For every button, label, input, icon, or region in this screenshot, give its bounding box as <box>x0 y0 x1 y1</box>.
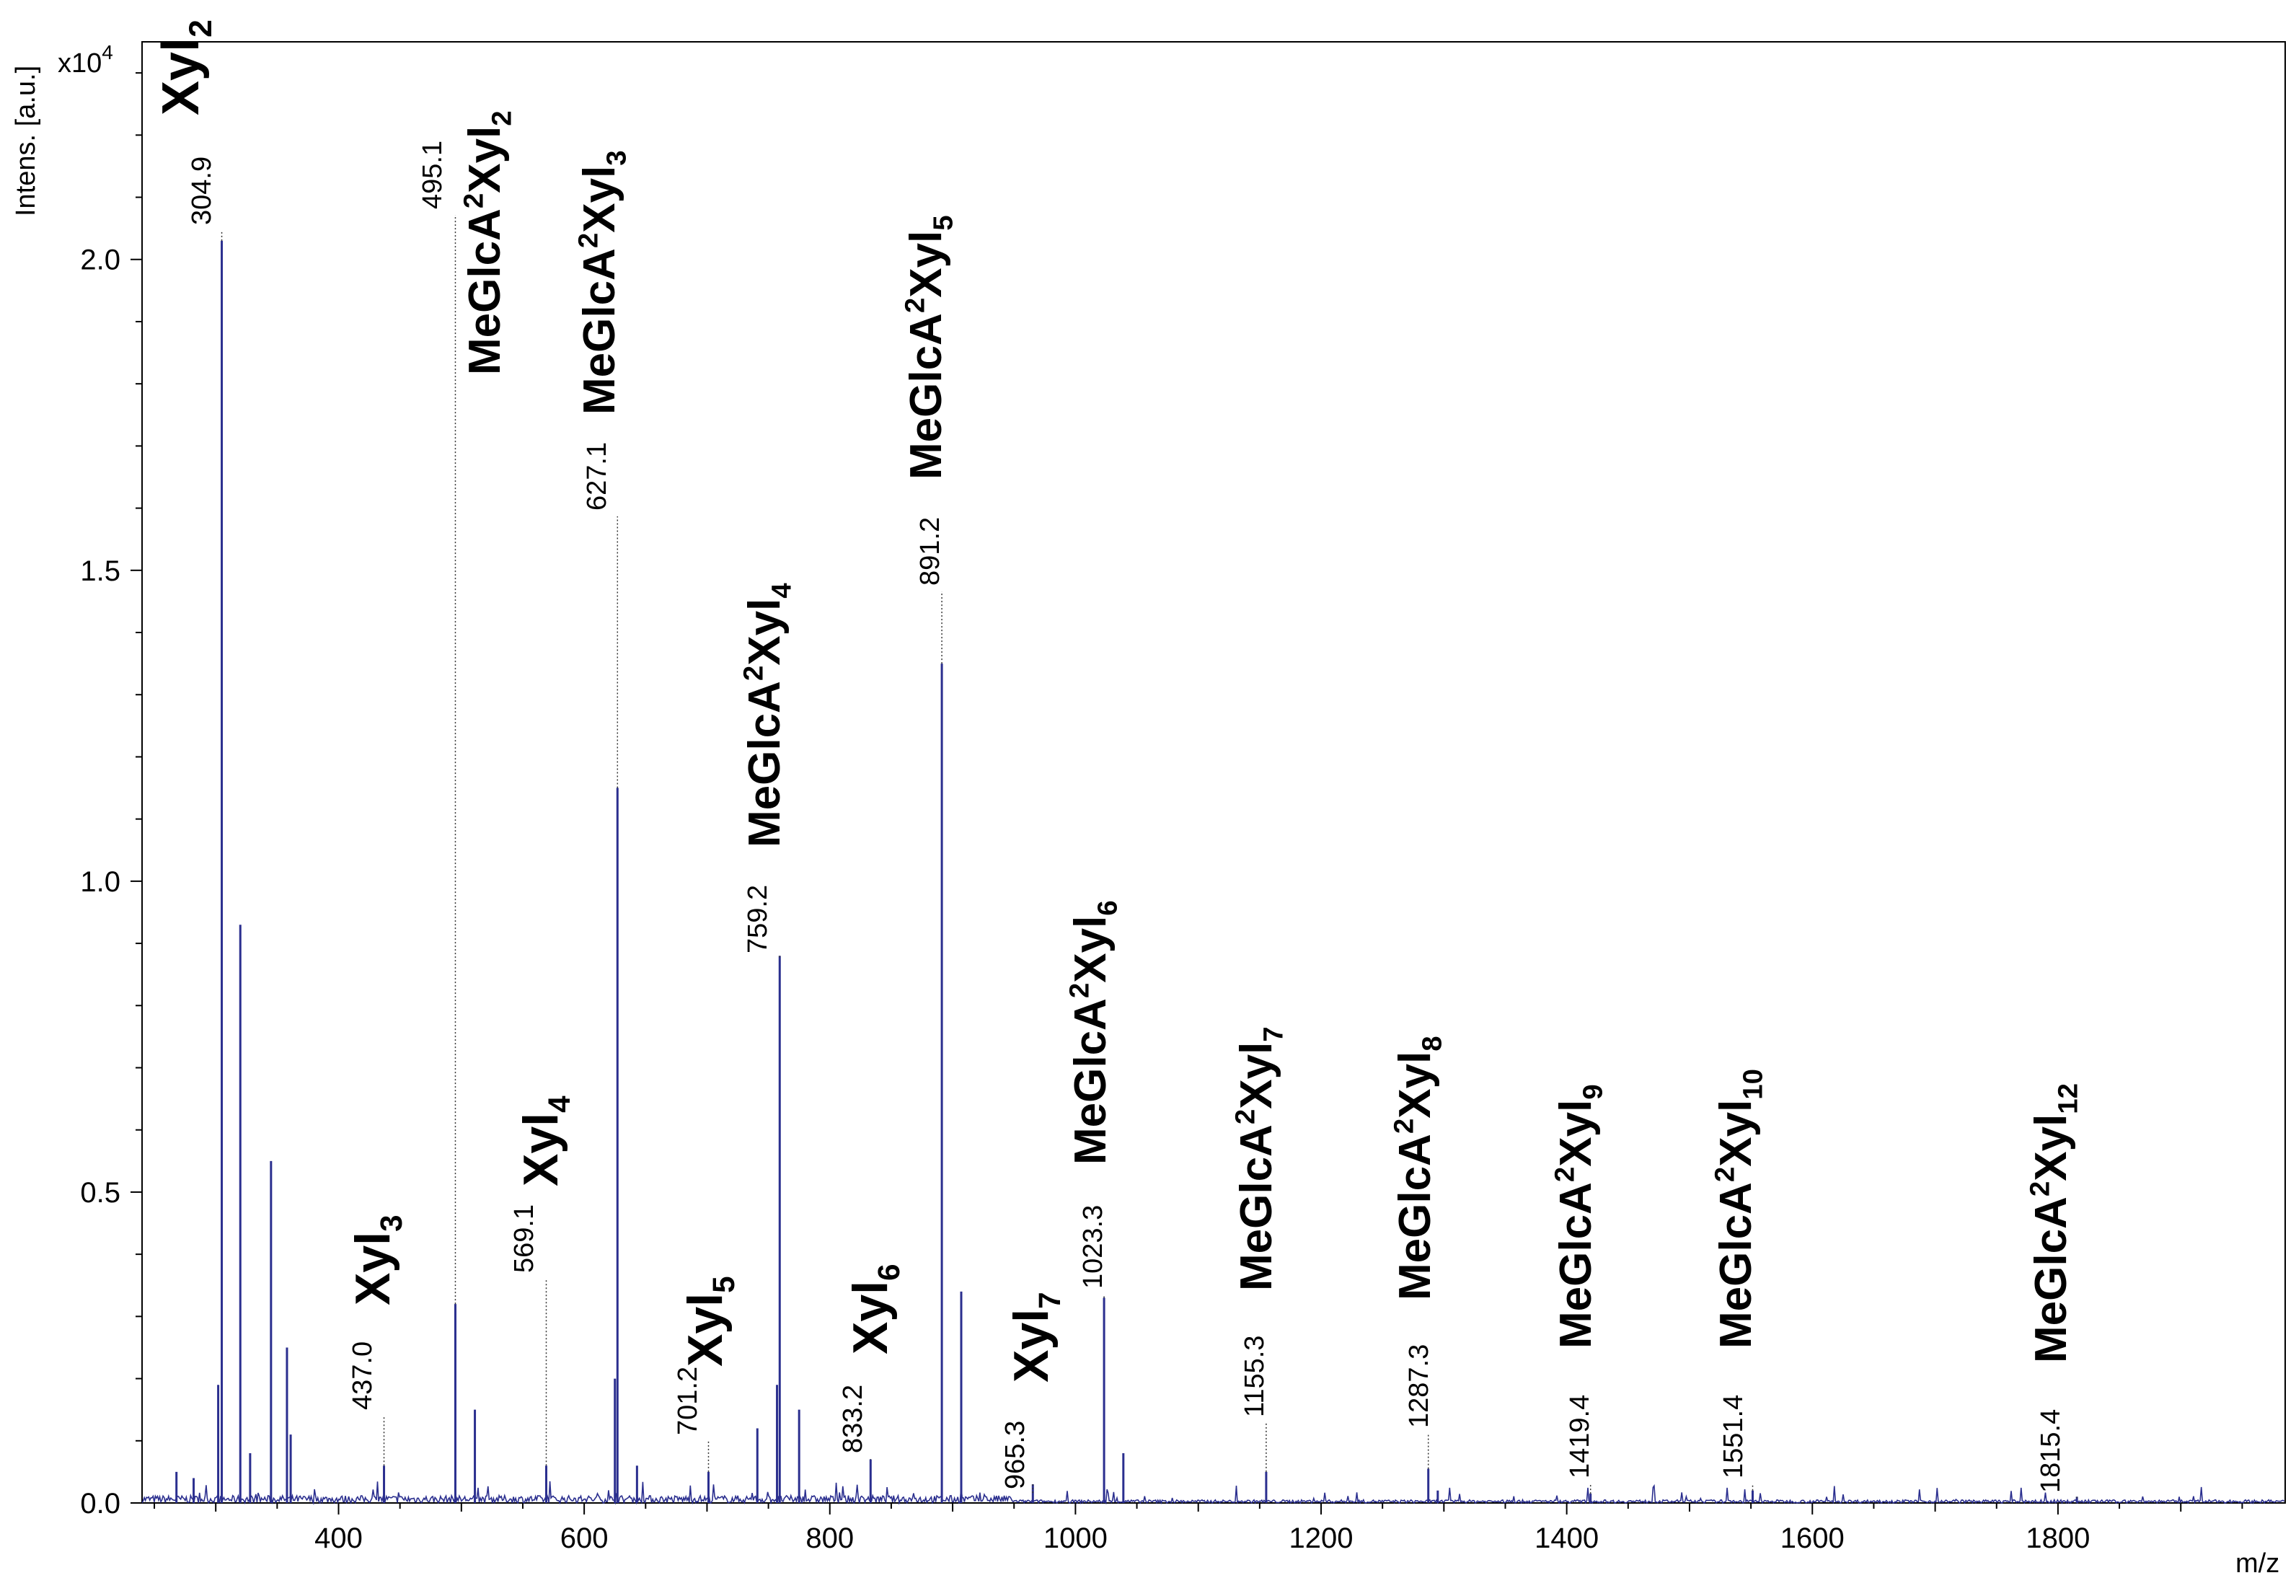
plot-frame <box>141 41 2286 1504</box>
spectrum-layer <box>141 240 2285 1506</box>
baseline-trace <box>141 1481 2285 1506</box>
y-multiplier: x104 <box>58 41 113 79</box>
peak-annotation: MeGlcA2Xyl12 <box>2024 1083 2083 1363</box>
x-tick-label: 400 <box>314 1522 363 1554</box>
peak-annotation: Xyl6 <box>843 1264 906 1354</box>
axes-layer: 400 600 800 1000 1200 1400 1600 1800 0.0 0.5 1.0 1.… <box>80 72 2243 1554</box>
y-tick-label: 1.5 <box>80 555 120 587</box>
x-tick-label: 1600 <box>1780 1522 1845 1554</box>
x-tick-label: 800 <box>805 1522 854 1554</box>
peak-value-label: 1551.4 <box>1718 1395 1749 1478</box>
peak-annotation: MeGlcA2Xyl2 <box>458 110 517 375</box>
x-tick-label: 600 <box>560 1522 609 1554</box>
peak-value-label: 833.2 <box>838 1385 868 1453</box>
peak-value-label: 1815.4 <box>2036 1409 2066 1493</box>
peak-annotation: MeGlcA2Xyl9 <box>1549 1084 1608 1349</box>
labels-layer: 304.9 Xyl2 437.0 Xyl3 495.1 MeGlcA2Xyl2 569.1 X… <box>152 19 2084 1499</box>
y-tick-label: 2.0 <box>80 244 120 276</box>
peak-annotation: MeGlcA2Xyl10 <box>1709 1069 1768 1349</box>
peak-annotation: Xyl7 <box>1004 1292 1067 1383</box>
peak-value-label: 1419.4 <box>1565 1395 1595 1478</box>
x-tick-label: 1200 <box>1289 1522 1354 1554</box>
x-tick-label: 1800 <box>2026 1522 2090 1554</box>
peak-annotation: Xyl4 <box>513 1095 576 1186</box>
x-tick-label: 1400 <box>1535 1522 1599 1554</box>
y-tick-label: 0.0 <box>80 1488 120 1520</box>
y-multiplier-exponent: 4 <box>102 41 113 63</box>
x-axis-title: m/z <box>2235 1548 2279 1579</box>
peak-value-label: 495.1 <box>418 141 448 209</box>
peak-value-label: 569.1 <box>509 1204 539 1273</box>
peak-annotation: MeGlcA2Xyl3 <box>573 150 632 415</box>
peak-annotation: Xyl3 <box>345 1214 408 1305</box>
peak-value-label: 1155.3 <box>1240 1336 1270 1417</box>
peak-value-label: 701.2 <box>673 1367 703 1435</box>
y-multiplier-base: x10 <box>58 48 102 79</box>
peak-annotation: MeGlcA2Xyl4 <box>738 583 797 847</box>
peak-value-label: 891.2 <box>915 517 945 586</box>
peak-annotation: Xyl5 <box>678 1276 741 1367</box>
y-tick-label: 1.0 <box>80 866 120 898</box>
peak-annotation: MeGlcA2Xyl7 <box>1229 1026 1289 1291</box>
peak-value-label: 627.1 <box>582 442 612 511</box>
peak-value-label: 1023.3 <box>1078 1205 1108 1289</box>
peak-value-label: 965.3 <box>1000 1421 1030 1489</box>
peak-annotation: MeGlcA2Xyl5 <box>899 215 958 480</box>
y-tick-label: 0.5 <box>80 1177 120 1209</box>
peak-annotation: MeGlcA2Xyl6 <box>1064 900 1123 1165</box>
y-axis-title: Intens. [a.u.] <box>11 66 41 216</box>
peak-annotation: MeGlcA2Xyl8 <box>1388 1036 1447 1300</box>
peak-annotation: Xyl2 <box>152 19 218 115</box>
peak-value-label: 759.2 <box>743 885 773 953</box>
peak-value-label: 1287.3 <box>1404 1344 1434 1428</box>
peak-value-label: 304.9 <box>187 156 217 225</box>
x-tick-label: 1000 <box>1043 1522 1108 1554</box>
peak-value-label: 437.0 <box>348 1341 378 1410</box>
